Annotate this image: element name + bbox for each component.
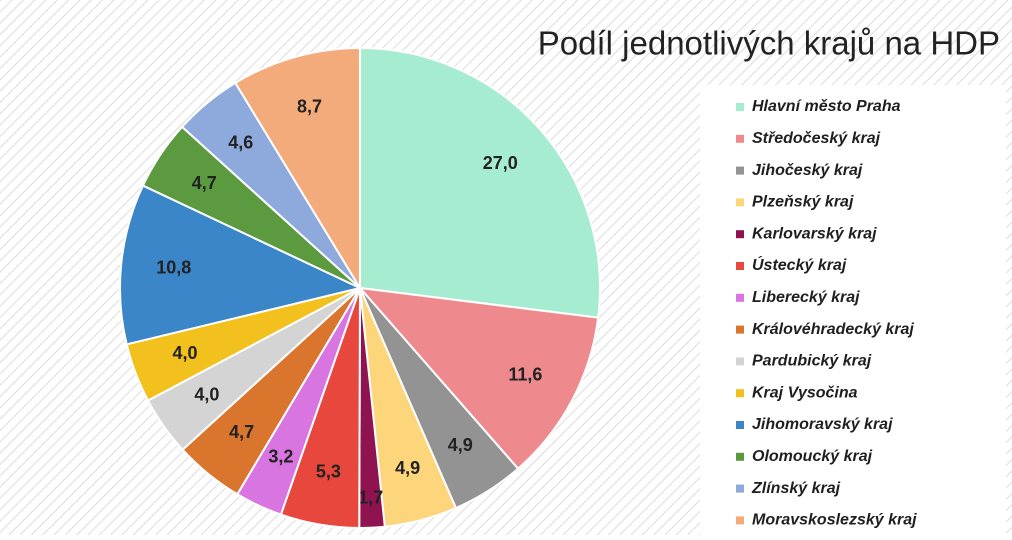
pie-slice <box>359 46 601 319</box>
legend-label: Hlavní město Praha <box>752 98 901 115</box>
legend-label: Kraj Vysočina <box>752 384 858 401</box>
legend-marker <box>736 134 744 143</box>
legend-label: Pardubický kraj <box>752 353 872 370</box>
data-label: 11,6 <box>508 365 542 385</box>
legend-label: Zlínský kraj <box>751 480 841 497</box>
data-label: 4,7 <box>229 422 254 442</box>
data-label: 4,7 <box>192 173 217 193</box>
legend-marker <box>736 166 744 175</box>
data-label: 27,0 <box>483 153 518 173</box>
data-label: 3,2 <box>268 446 293 466</box>
legend-marker <box>736 484 744 493</box>
legend-marker <box>736 452 744 461</box>
legend-label: Středočeský kraj <box>752 130 881 147</box>
data-label: 4,9 <box>395 458 420 478</box>
legend-marker <box>736 262 744 270</box>
data-label: 1,7 <box>358 488 383 508</box>
data-label: 4,6 <box>228 132 253 152</box>
legend-label: Olomoucký kraj <box>752 448 873 465</box>
data-label: 10,8 <box>156 258 191 278</box>
data-label: 8,7 <box>297 96 322 116</box>
data-label: 4,0 <box>194 385 219 405</box>
legend-marker <box>736 421 744 429</box>
legend-box <box>700 85 1006 535</box>
legend-label: Plzeňský kraj <box>752 194 854 211</box>
legend-label: Moravskoslezský kraj <box>752 512 917 529</box>
legend-marker <box>736 325 744 334</box>
legend-marker <box>736 357 744 366</box>
chart-title: Podíl jednotlivých krajů na HDP <box>538 25 1000 62</box>
legend-label: Ústecký kraj <box>752 255 847 274</box>
legend-label: Královéhradecký kraj <box>752 321 914 338</box>
data-label: 5,3 <box>316 461 341 481</box>
legend-marker <box>736 103 744 111</box>
legend-label: Karlovarský kraj <box>752 225 877 242</box>
legend-label: Liberecký kraj <box>752 289 860 306</box>
legend-marker <box>736 516 744 525</box>
pie-slice <box>119 184 363 346</box>
legend-marker <box>736 198 744 207</box>
pie-slice <box>233 46 361 292</box>
legend-label: Jihočeský kraj <box>752 162 863 179</box>
legend-marker <box>736 293 744 302</box>
pie-slice <box>357 286 600 471</box>
data-label: 4,9 <box>448 435 473 455</box>
data-label: 4,0 <box>172 343 197 363</box>
legend-marker <box>736 230 744 239</box>
legend-label: Jihomoravský kraj <box>752 416 893 433</box>
legend-marker <box>736 389 744 398</box>
